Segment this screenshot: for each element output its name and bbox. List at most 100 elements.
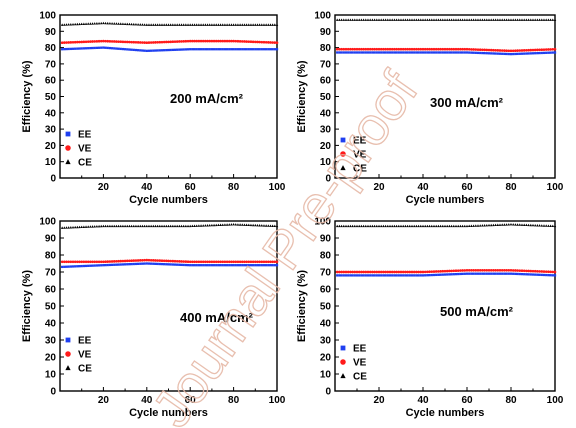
- data-point: [406, 274, 409, 277]
- data-point: [238, 223, 242, 226]
- data-point: [360, 224, 363, 228]
- data-point: [63, 47, 66, 51]
- y-tick-label: 10: [45, 157, 57, 168]
- data-point: [175, 259, 179, 263]
- data-point: [80, 260, 84, 264]
- data-point: [82, 225, 86, 228]
- data-point: [388, 224, 392, 228]
- data-point: [188, 224, 192, 228]
- data-point: [509, 268, 513, 272]
- data-point: [342, 18, 346, 21]
- data-point: [338, 270, 341, 274]
- data-point: [487, 52, 491, 55]
- data-point: [496, 272, 499, 275]
- data-point: [349, 270, 352, 274]
- y-axis-label: Efficiency (%): [296, 270, 308, 342]
- data-point: [108, 263, 112, 267]
- data-point: [156, 49, 159, 52]
- data-point: [65, 260, 68, 264]
- data-point: [463, 18, 467, 21]
- data-point: [366, 224, 370, 228]
- data-point: [110, 260, 114, 263]
- data-point: [412, 47, 416, 51]
- data-point: [349, 224, 352, 228]
- data-point: [461, 269, 464, 272]
- data-point: [485, 223, 489, 227]
- data-point: [266, 41, 270, 44]
- data-point: [60, 41, 64, 45]
- data-point: [357, 18, 361, 21]
- data-point: [542, 270, 546, 273]
- y-axis-label: Efficiency (%): [21, 270, 33, 342]
- data-point: [225, 39, 229, 43]
- legend-marker-ee: [340, 137, 346, 143]
- data-point: [69, 226, 73, 229]
- data-point: [84, 40, 88, 44]
- data-point: [184, 263, 188, 267]
- data-point: [78, 22, 81, 26]
- data-point: [147, 262, 151, 265]
- data-point: [104, 224, 107, 228]
- data-point: [514, 49, 517, 53]
- data-point: [145, 49, 148, 53]
- data-point: [522, 49, 526, 52]
- data-point: [492, 223, 495, 227]
- data-point: [450, 224, 453, 228]
- data-point: [247, 223, 251, 227]
- data-point: [500, 223, 504, 226]
- data-point: [439, 269, 442, 273]
- data-point: [151, 259, 155, 262]
- data-point: [197, 23, 201, 26]
- data-point: [448, 18, 451, 21]
- data-point: [492, 272, 495, 275]
- data-point: [86, 225, 90, 228]
- data-point: [366, 274, 370, 277]
- data-point: [199, 23, 203, 26]
- data-point: [492, 52, 495, 55]
- data-point: [489, 223, 493, 227]
- data-point: [69, 41, 73, 44]
- data-point: [487, 268, 491, 272]
- data-point: [60, 226, 64, 229]
- data-point: [419, 47, 423, 51]
- data-point: [97, 224, 101, 228]
- data-point: [465, 18, 469, 21]
- data-point: [201, 260, 205, 264]
- data-point: [533, 223, 537, 227]
- data-point: [206, 23, 209, 26]
- data-point: [243, 264, 246, 267]
- data-point: [349, 47, 352, 51]
- data-point: [410, 274, 414, 277]
- data-point: [69, 23, 73, 26]
- data-point: [61, 265, 64, 269]
- data-point: [82, 40, 86, 44]
- data-point: [443, 51, 447, 54]
- data-point: [154, 23, 157, 26]
- data-point: [162, 259, 166, 263]
- data-point: [78, 47, 81, 50]
- y-tick-label: 90: [45, 27, 57, 38]
- data-point: [527, 273, 530, 276]
- data-point: [347, 51, 350, 54]
- legend-label-ce: CE: [78, 158, 92, 169]
- data-point: [210, 23, 214, 26]
- data-point: [121, 22, 125, 25]
- data-point: [357, 224, 361, 228]
- data-point: [534, 52, 537, 55]
- data-point: [549, 51, 552, 54]
- data-point: [73, 225, 77, 229]
- data-point: [448, 51, 451, 54]
- data-point: [219, 39, 222, 43]
- data-point: [65, 47, 68, 51]
- data-point: [375, 224, 379, 228]
- data-point: [366, 51, 370, 54]
- data-point: [395, 51, 398, 54]
- data-point: [123, 224, 127, 228]
- data-point: [254, 264, 257, 267]
- data-point: [437, 51, 440, 54]
- data-point: [238, 264, 242, 267]
- data-point: [251, 264, 255, 267]
- data-point: [395, 224, 398, 228]
- data-point: [358, 51, 361, 54]
- data-point: [430, 51, 433, 54]
